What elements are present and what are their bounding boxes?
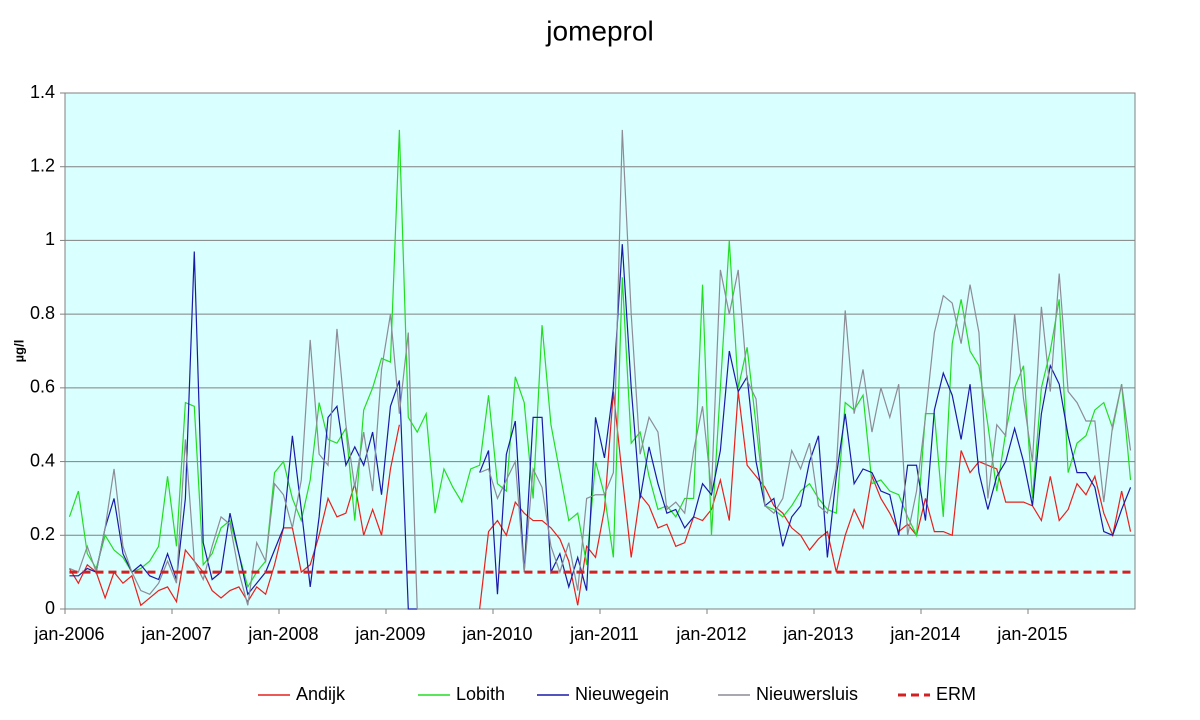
chart-title: jomeprol [545, 15, 653, 46]
x-tick-label: jan-2011 [569, 624, 639, 644]
x-tick-label: jan-2007 [140, 624, 211, 644]
y-tick-label: 1.4 [30, 82, 55, 102]
x-tick-label: jan-2014 [889, 624, 960, 644]
series-line [68, 129, 1132, 589]
legend-label: Nieuwersluis [756, 684, 858, 704]
y-tick-label: 0 [45, 598, 55, 618]
legend-label: ERM [936, 684, 976, 704]
x-tick-label: jan-2012 [675, 624, 746, 644]
legend-label: Lobith [456, 684, 505, 704]
y-tick-label: 1.2 [30, 155, 55, 175]
series-line [69, 129, 1132, 610]
x-tick-label: jan-2010 [461, 624, 532, 644]
y-tick-label: 0.8 [30, 303, 55, 323]
x-tick-label: jan-2008 [247, 624, 318, 644]
x-tick-label: jan-2006 [33, 624, 104, 644]
x-tick-label: jan-2015 [996, 624, 1067, 644]
y-tick-label: 1 [45, 229, 55, 249]
x-tick-label: jan-2009 [354, 624, 425, 644]
y-tick-label: 0.4 [30, 450, 55, 470]
legend-label: Nieuwegein [575, 684, 669, 704]
y-tick-label: 0.6 [30, 377, 55, 397]
legend-label: Andijk [296, 684, 346, 704]
y-axis-label: µg/l [11, 340, 26, 363]
y-tick-label: 0.2 [30, 524, 55, 544]
plot-area [64, 92, 1136, 610]
x-tick-label: jan-2013 [782, 624, 853, 644]
